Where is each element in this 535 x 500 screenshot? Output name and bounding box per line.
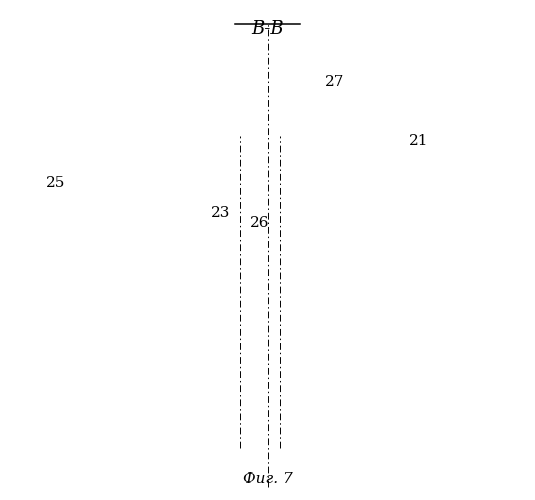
Text: В-В: В-В (251, 20, 284, 38)
Text: Фиг. 7: Фиг. 7 (243, 472, 292, 486)
Text: 26: 26 (250, 216, 270, 230)
Text: 23: 23 (211, 206, 230, 220)
Text: 27: 27 (325, 75, 344, 89)
Text: 21: 21 (409, 134, 428, 148)
Text: 25: 25 (46, 176, 66, 190)
